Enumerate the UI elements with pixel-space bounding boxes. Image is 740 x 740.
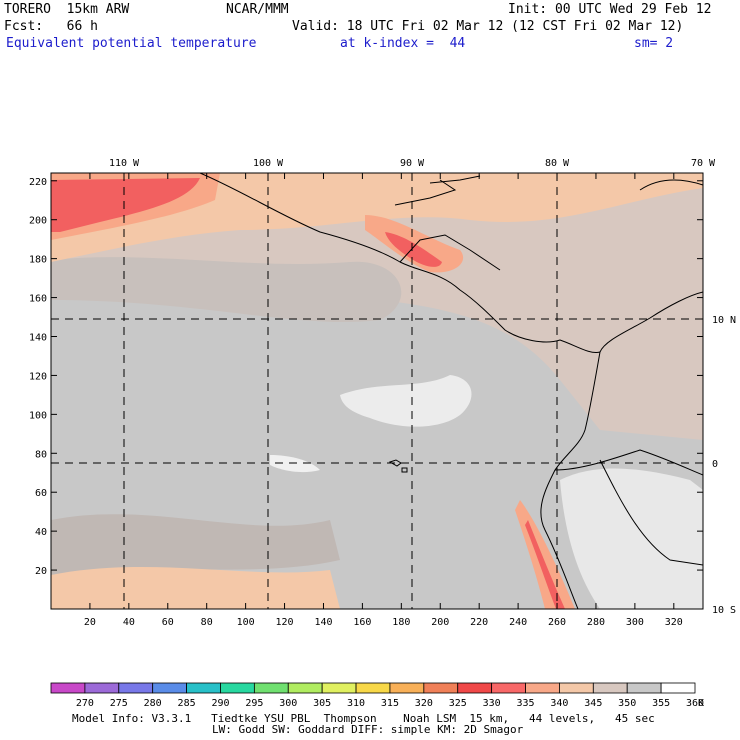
lon-label: 100 W <box>253 158 284 169</box>
lat-label: 0 <box>712 459 718 470</box>
x-tick-label: 60 <box>162 617 174 628</box>
lat-labels: 10 N 0 10 S <box>712 315 736 616</box>
init-time: Init: 00 UTC Wed 29 Feb 12 <box>508 2 712 17</box>
legend-label: 325 <box>449 698 467 709</box>
model-info: Model Info: V3.3.1 Tiedtke YSU PBL Thomp… <box>72 712 655 725</box>
legend-swatch <box>660 682 696 694</box>
graticule <box>51 173 703 609</box>
legend-swatch <box>389 682 425 694</box>
x-tick-label: 180 <box>392 617 410 628</box>
x-tick-label: 300 <box>626 617 644 628</box>
legend-swatch <box>118 682 154 694</box>
legend-label: 350 <box>618 698 636 709</box>
legend-swatch <box>84 682 120 694</box>
legend-label: 300 <box>279 698 297 709</box>
y-tick-label: 180 <box>29 255 47 266</box>
legend-swatch <box>50 682 86 694</box>
legend-label: 360 <box>686 698 704 709</box>
y-tick-label: 60 <box>35 488 47 499</box>
legend-label: 285 <box>178 698 196 709</box>
model-name: TORERO 15km ARW <box>4 2 130 17</box>
legend-label: 295 <box>245 698 263 709</box>
theta-e-field <box>51 173 703 609</box>
legend-swatch <box>152 682 187 694</box>
legend-label: 355 <box>652 698 670 709</box>
y-tick-label: 120 <box>29 371 47 382</box>
legend-label: 335 <box>516 698 534 709</box>
legend-label: 340 <box>550 698 568 709</box>
legend-label: 345 <box>584 698 602 709</box>
x-tick-label: 200 <box>431 617 449 628</box>
legend-label: 275 <box>110 698 128 709</box>
legend-label: 330 <box>483 698 501 709</box>
lon-label: 110 W <box>109 158 140 169</box>
x-tick-label: 80 <box>201 617 213 628</box>
legend-swatch <box>525 682 560 694</box>
lon-label: 70 W <box>691 158 716 169</box>
legend-swatch <box>186 682 221 694</box>
y-tick-label: 140 <box>29 333 47 344</box>
lon-label: 90 W <box>400 158 425 169</box>
y-tick-label: 160 <box>29 294 47 305</box>
level-info: at k-index = 44 <box>340 36 466 51</box>
x-tick-label: 220 <box>470 617 488 628</box>
legend-swatch <box>592 682 628 694</box>
legend-label: 310 <box>347 698 365 709</box>
legend-label: 280 <box>144 698 162 709</box>
color-legend: 270 275 280 285 290 295 300 305 310 315 320 325 330 3… <box>50 682 704 709</box>
legend-label: 290 <box>211 698 229 709</box>
y-axis: 20 40 60 80 100 120 140 160 180 200 220 <box>29 177 703 577</box>
y-tick-label: 80 <box>35 449 47 460</box>
legend-swatch <box>423 682 459 694</box>
smoothing-info: sm= 2 <box>634 36 674 51</box>
y-tick-label: 200 <box>29 216 47 227</box>
x-tick-label: 260 <box>548 617 566 628</box>
x-tick-label: 40 <box>123 617 135 628</box>
x-tick-label: 20 <box>84 617 96 628</box>
legend-label: 305 <box>313 698 331 709</box>
x-tick-label: 240 <box>509 617 527 628</box>
valid-time: Valid: 18 UTC Fri 02 Mar 12 (12 CST Fri … <box>292 19 684 34</box>
y-tick-label: 40 <box>35 527 47 538</box>
y-tick-label: 100 <box>29 410 47 421</box>
legend-swatch <box>321 682 357 694</box>
x-tick-label: 100 <box>237 617 255 628</box>
lon-labels: 110 W 100 W 90 W 80 W 70 W <box>109 158 716 169</box>
legend-swatch <box>220 682 255 694</box>
x-tick-label: 140 <box>314 617 332 628</box>
lat-label: 10 N <box>712 315 736 326</box>
legend-swatch <box>355 682 391 694</box>
x-tick-label: 320 <box>665 617 683 628</box>
x-axis: 20 40 60 80 100 120 140 160 180 200 220 240 260 280 30… <box>84 173 683 628</box>
lat-label: 10 S <box>712 605 736 616</box>
y-tick-label: 20 <box>35 566 47 577</box>
center-name: NCAR/MMM <box>226 2 289 17</box>
y-tick-label: 220 <box>29 177 47 188</box>
legend-label: 270 <box>76 698 94 709</box>
field-name: Equivalent potential temperature <box>6 36 257 51</box>
model-physics: LW: Godd SW: Goddard DIFF: simple KM: 2D… <box>212 723 524 736</box>
x-tick-label: 160 <box>353 617 371 628</box>
legend-swatch <box>457 682 493 694</box>
x-tick-label: 120 <box>276 617 294 628</box>
legend-label: 320 <box>415 698 433 709</box>
legend-swatch <box>253 682 289 694</box>
lon-label: 80 W <box>545 158 570 169</box>
legend-swatch <box>626 682 662 694</box>
x-tick-label: 280 <box>587 617 605 628</box>
forecast-hour: Fcst: 66 h <box>4 19 98 34</box>
legend-swatch <box>559 682 594 694</box>
legend-swatch <box>287 682 323 694</box>
legend-unit: K <box>698 698 704 709</box>
legend-label: 315 <box>381 698 399 709</box>
map-frame <box>50 172 704 610</box>
legend-swatch <box>491 682 526 694</box>
